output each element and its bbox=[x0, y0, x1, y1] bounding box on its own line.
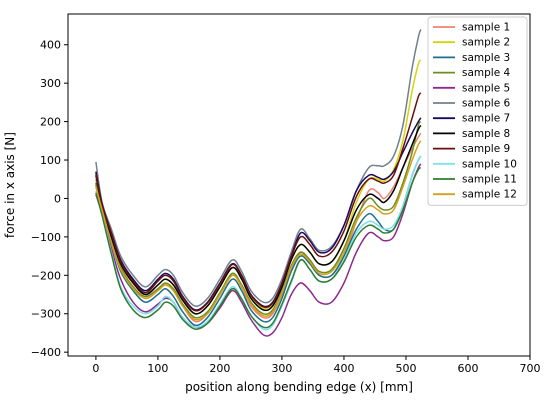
x-tick-label: 600 bbox=[457, 362, 478, 375]
legend-entry-label: sample 5 bbox=[462, 82, 510, 94]
series-line-5 bbox=[95, 163, 422, 337]
legend-entry-label: sample 1 bbox=[462, 22, 510, 34]
legend: sample 1 sample 2 sample 3 sample 4 sample 5… bbox=[427, 16, 528, 206]
legend-entry-label: sample 4 bbox=[462, 67, 511, 79]
series-line-4 bbox=[95, 120, 422, 319]
series-line-10 bbox=[95, 155, 422, 331]
series-line-11 bbox=[95, 167, 422, 330]
legend-entry-label: sample 2 bbox=[462, 37, 510, 49]
legend-entry-label: sample 8 bbox=[462, 128, 510, 140]
legend-entry-label: sample 3 bbox=[462, 52, 510, 64]
series-line-12 bbox=[95, 140, 422, 321]
legend-box bbox=[427, 16, 528, 206]
plot-frame bbox=[67, 13, 531, 357]
series-line-9 bbox=[95, 92, 422, 312]
x-tick-label: 400 bbox=[333, 362, 354, 375]
series-layer bbox=[95, 29, 422, 337]
series-line-3 bbox=[95, 155, 422, 327]
x-axis: 0 100 200 300 400 500 600 700 bbox=[92, 356, 541, 375]
y-tick-label: −100 bbox=[31, 231, 61, 244]
x-axis-label: position along bending edge (x) [mm] bbox=[185, 380, 413, 394]
legend-entry-label: sample 9 bbox=[462, 143, 510, 155]
y-tick-label: 300 bbox=[40, 77, 61, 90]
legend-entry-label: sample 11 bbox=[462, 174, 517, 186]
y-tick-label: 100 bbox=[40, 154, 61, 167]
legend-entry-label: sample 6 bbox=[462, 98, 511, 110]
series-line-8 bbox=[95, 124, 422, 315]
y-tick-label: 0 bbox=[54, 192, 61, 205]
legend-entry-label: sample 7 bbox=[462, 113, 510, 125]
y-tick-label: 200 bbox=[40, 116, 61, 129]
legend-entry-label: sample 10 bbox=[462, 158, 517, 170]
legend-entry-label: sample 12 bbox=[462, 189, 517, 201]
x-tick-label: 0 bbox=[92, 362, 99, 375]
y-tick-label: −400 bbox=[31, 346, 61, 359]
x-tick-label: 100 bbox=[147, 362, 168, 375]
x-tick-label: 500 bbox=[395, 362, 416, 375]
x-tick-label: 300 bbox=[271, 362, 292, 375]
y-tick-label: −200 bbox=[31, 269, 61, 282]
x-tick-label: 700 bbox=[520, 362, 541, 375]
x-tick-label: 200 bbox=[209, 362, 230, 375]
series-line-6 bbox=[95, 29, 422, 307]
y-tick-label: 400 bbox=[40, 39, 61, 52]
y-axis: −400 −300 −200 −100 0 100 200 300 400 bbox=[31, 39, 68, 359]
y-tick-label: −300 bbox=[31, 308, 61, 321]
y-axis-label: force in x axis [N] bbox=[3, 132, 17, 238]
